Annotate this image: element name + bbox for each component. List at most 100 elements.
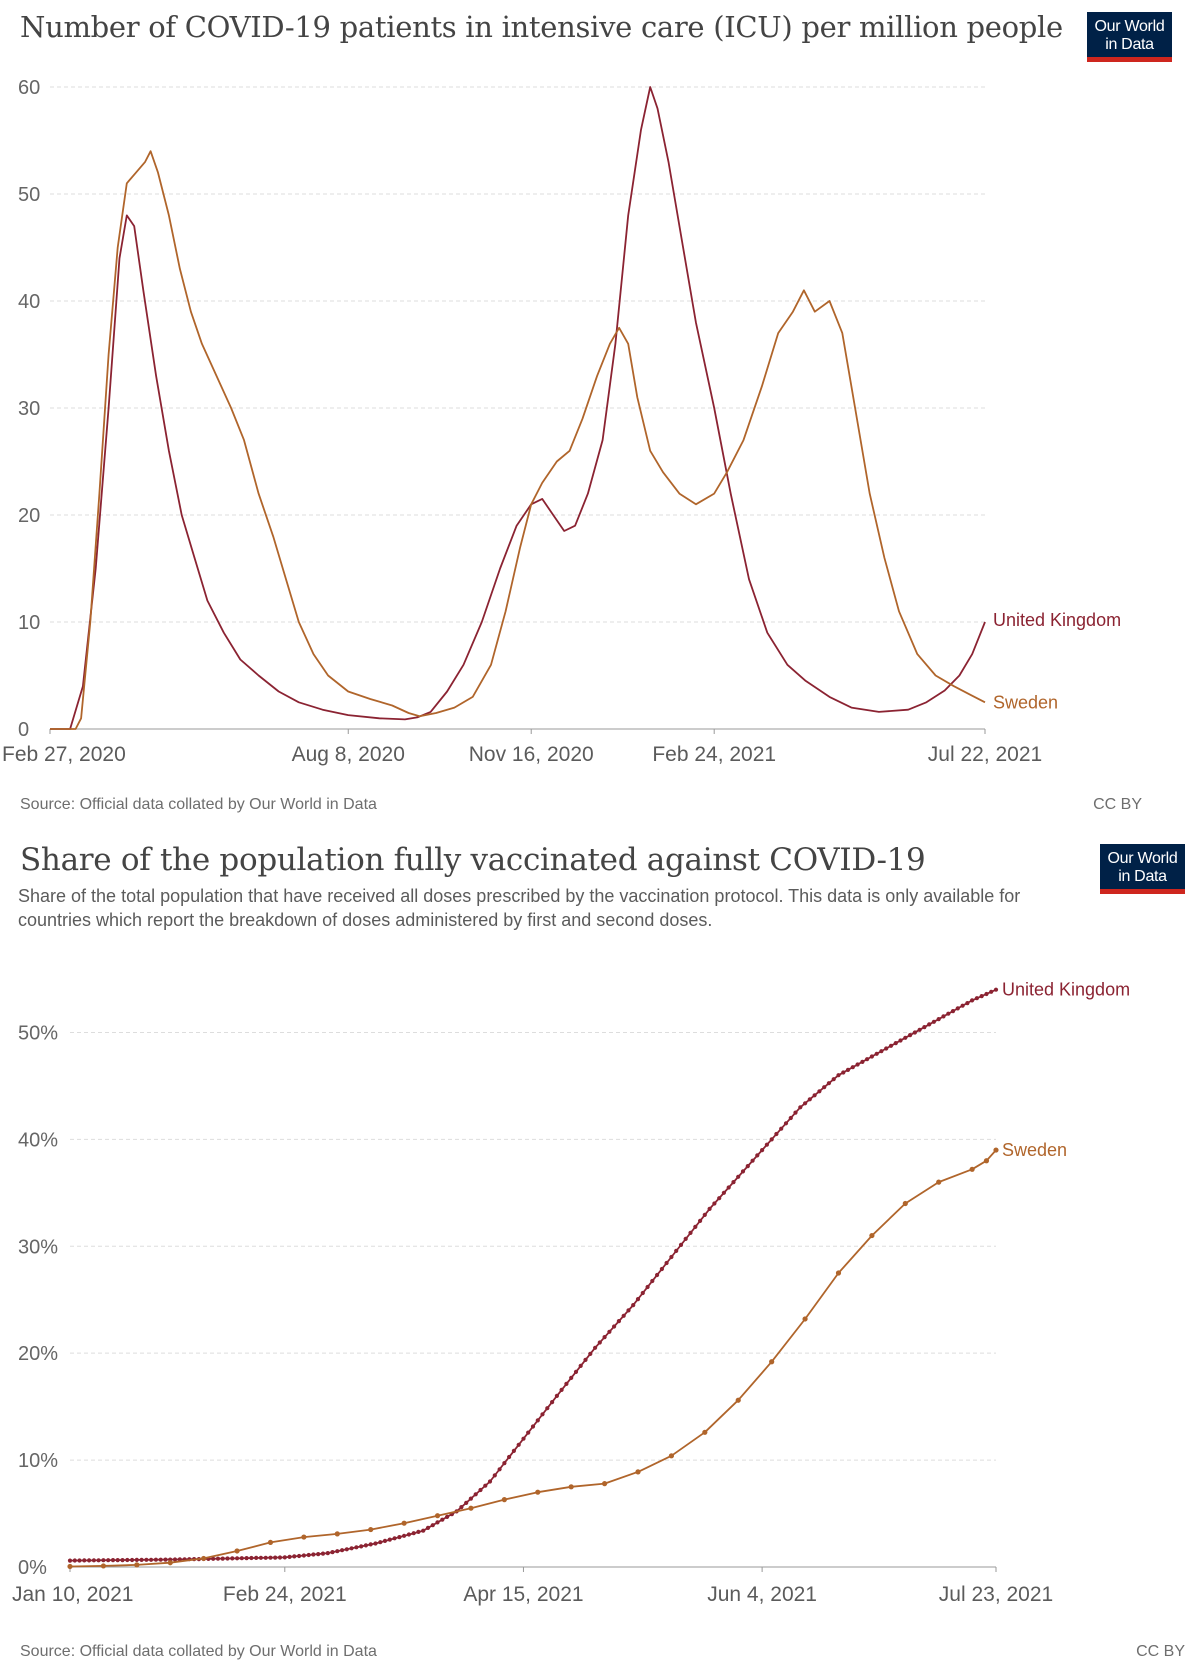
data-point: [917, 1027, 922, 1032]
license-label[interactable]: CC BY: [1136, 1643, 1185, 1660]
data-point: [144, 1557, 149, 1562]
data-point: [502, 1461, 507, 1466]
data-point: [483, 1483, 488, 1488]
data-point: [340, 1548, 345, 1553]
data-point: [382, 1538, 388, 1543]
y-tick-label: 40%: [18, 1129, 58, 1151]
data-point: [912, 1030, 918, 1035]
data-point: [769, 1137, 774, 1142]
series-line-sweden: [69, 1149, 997, 1568]
data-point: [755, 1153, 760, 1158]
data-point: [946, 1011, 951, 1016]
x-tick-label: Feb 27, 2020: [2, 743, 126, 766]
data-point: [969, 1166, 975, 1172]
data-point: [989, 989, 994, 994]
data-point: [593, 1345, 598, 1350]
data-point: [268, 1555, 273, 1560]
data-point: [884, 1046, 889, 1051]
data-point: [798, 1105, 803, 1110]
data-point: [740, 1169, 746, 1174]
data-point: [607, 1329, 612, 1334]
data-point: [845, 1067, 851, 1072]
series-line-united-kingdom: [69, 988, 997, 1562]
data-point: [545, 1406, 550, 1411]
data-point: [211, 1556, 216, 1561]
data-point: [67, 1558, 73, 1563]
data-point: [735, 1397, 741, 1403]
data-point: [855, 1062, 860, 1067]
data-point: [287, 1554, 292, 1559]
data-point: [936, 1179, 942, 1185]
data-point: [435, 1520, 440, 1525]
data-point: [597, 1340, 602, 1345]
data-point: [879, 1049, 884, 1054]
data-point: [688, 1230, 693, 1235]
data-point: [82, 1558, 87, 1563]
y-tick-label: 30: [18, 398, 40, 420]
data-point: [650, 1278, 655, 1284]
data-point: [511, 1448, 516, 1453]
data-point: [235, 1556, 240, 1561]
data-point: [760, 1148, 765, 1153]
data-point: [230, 1556, 235, 1561]
data-point: [712, 1201, 717, 1206]
data-point: [292, 1554, 297, 1559]
data-point: [225, 1556, 230, 1561]
data-point: [158, 1557, 163, 1562]
data-point: [979, 994, 984, 999]
data-point: [306, 1552, 311, 1558]
data-point: [354, 1545, 359, 1550]
data-point: [683, 1236, 688, 1241]
data-point: [826, 1081, 832, 1086]
data-point: [960, 1003, 965, 1008]
data-point: [464, 1500, 469, 1505]
data-point: [421, 1528, 426, 1533]
data-point: [922, 1025, 927, 1030]
data-point: [406, 1532, 411, 1537]
data-point: [860, 1059, 865, 1064]
x-tick-label: Feb 24, 2021: [652, 743, 776, 766]
data-point: [965, 1001, 970, 1006]
data-point: [736, 1174, 741, 1179]
data-point: [984, 991, 989, 997]
data-point: [526, 1430, 531, 1435]
data-point: [267, 1539, 274, 1546]
source-note[interactable]: Source: Official data collated by Our Wo…: [20, 1643, 377, 1660]
data-point: [67, 1563, 73, 1570]
data-point: [167, 1560, 173, 1566]
data-point: [616, 1319, 622, 1324]
owid-logo[interactable]: Our World in Data: [1087, 12, 1172, 62]
data-point: [172, 1557, 178, 1562]
y-tick-label: 10%: [18, 1450, 58, 1472]
data-point: [87, 1558, 92, 1563]
data-point: [72, 1558, 77, 1563]
data-point: [583, 1357, 588, 1362]
data-point: [621, 1313, 626, 1318]
data-point: [445, 1514, 450, 1519]
data-point: [831, 1077, 836, 1082]
data-point: [91, 1558, 96, 1563]
data-point: [970, 998, 975, 1003]
license-label[interactable]: CC BY: [1093, 796, 1142, 813]
vaccination-chart-panel: Share of the population fully vaccinated…: [0, 828, 1200, 1669]
data-point: [893, 1041, 898, 1046]
data-point: [927, 1022, 932, 1027]
data-point: [101, 1558, 106, 1563]
series-label-united-kingdom: United Kingdom: [1002, 980, 1130, 1000]
data-point: [425, 1525, 431, 1530]
data-point: [783, 1121, 789, 1126]
y-tick-label: 0: [18, 719, 29, 741]
data-point: [134, 1562, 140, 1568]
data-point: [554, 1393, 560, 1398]
data-point: [540, 1412, 545, 1417]
source-note[interactable]: Source: Official data collated by Our Wo…: [20, 796, 377, 813]
data-point: [492, 1473, 497, 1478]
data-point: [535, 1418, 540, 1423]
data-point: [678, 1242, 684, 1247]
data-point: [702, 1212, 707, 1217]
data-point: [974, 996, 980, 1001]
data-point: [936, 1017, 941, 1022]
owid-logo[interactable]: Our World in Data: [1100, 844, 1185, 894]
data-point: [249, 1555, 254, 1561]
data-point: [516, 1442, 521, 1447]
